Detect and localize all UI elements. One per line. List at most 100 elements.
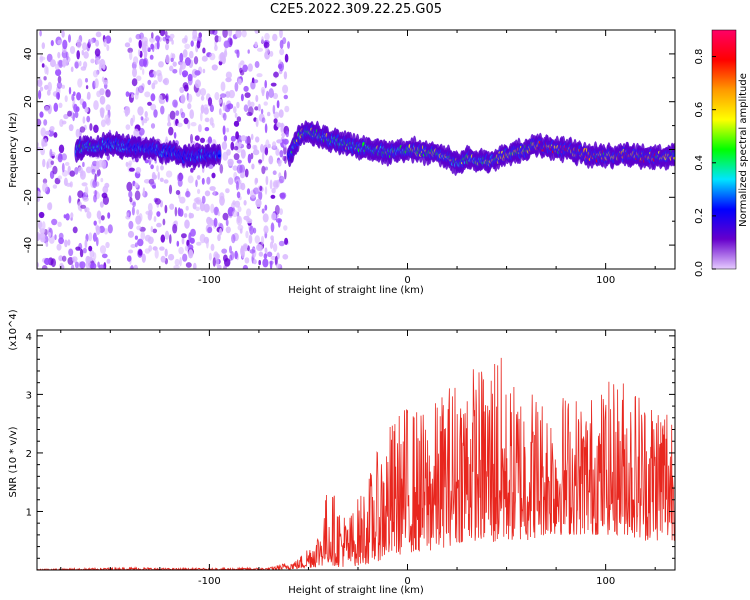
noise-speckle [40, 237, 46, 243]
noise-speckle [240, 149, 246, 159]
noise-speckle [83, 51, 89, 59]
noise-speckle [61, 255, 67, 262]
noise-speckle [124, 42, 131, 48]
noise-speckle [253, 144, 258, 152]
noise-speckle [208, 30, 215, 35]
noise-speckle [227, 158, 234, 167]
noise-speckle [74, 111, 79, 119]
noise-speckle [147, 101, 152, 106]
noise-speckle [131, 206, 135, 216]
noise-speckle [61, 162, 65, 173]
noise-speckle [57, 75, 62, 84]
noise-speckle [179, 86, 185, 94]
spectrogram-panel: -100 0 100 -40 -20 0 20 40 Height of straight l… [8, 29, 676, 296]
noise-speckle [83, 61, 88, 69]
noise-speckle [133, 128, 140, 138]
noise-speckle [234, 200, 241, 208]
noise-speckle [162, 218, 166, 226]
noise-speckle [213, 217, 218, 228]
noise-speckle [44, 64, 48, 75]
noise-speckle [47, 81, 52, 92]
noise-speckle [264, 32, 270, 41]
noise-speckle [54, 63, 60, 71]
y-tick-label: 3 [26, 390, 32, 401]
noise-speckle [148, 209, 153, 217]
y-tick-label: 4 [26, 332, 32, 343]
noise-speckle [182, 49, 188, 58]
noise-speckle [104, 182, 110, 189]
noise-speckle [237, 215, 241, 224]
noise-speckle [92, 232, 97, 242]
noise-speckle [255, 136, 260, 143]
noise-speckle [61, 84, 65, 89]
noise-speckle [179, 196, 186, 204]
noise-speckle [244, 257, 250, 264]
noise-speckle [169, 203, 175, 210]
noise-speckle [85, 78, 88, 83]
noise-speckle [207, 226, 213, 234]
noise-speckle [76, 39, 82, 49]
noise-speckle [46, 53, 53, 63]
noise-speckle [101, 253, 108, 259]
noise-speckle [183, 84, 189, 92]
noise-speckle [221, 248, 228, 254]
noise-speckle [218, 108, 222, 116]
noise-speckle [283, 94, 288, 100]
noise-speckle [147, 202, 153, 212]
noise-speckle [90, 262, 97, 269]
noise-speckle [180, 111, 186, 119]
noise-speckle [77, 201, 82, 211]
noise-speckle [250, 133, 254, 140]
noise-speckle [133, 56, 139, 65]
noise-speckle [68, 86, 72, 95]
noise-speckle [207, 136, 213, 144]
noise-speckle [264, 204, 268, 211]
noise-speckle [153, 80, 158, 85]
noise-speckle [238, 141, 242, 148]
noise-speckle [187, 73, 193, 82]
noise-speckle [57, 154, 63, 163]
noise-speckle [272, 92, 278, 100]
noise-speckle [155, 69, 162, 77]
noise-speckle [94, 48, 101, 57]
noise-speckle [220, 81, 226, 92]
noise-speckle [85, 85, 89, 90]
noise-speckle [148, 245, 153, 252]
noise-speckle [240, 135, 247, 142]
noise-speckle [234, 82, 239, 92]
noise-speckle [254, 41, 258, 48]
x-tick-label: -100 [198, 576, 221, 587]
noise-speckle [159, 177, 164, 182]
noise-speckle [246, 208, 252, 217]
noise-speckle [273, 181, 279, 190]
noise-speckle [81, 49, 85, 56]
noise-speckle [44, 105, 50, 112]
noise-speckle [187, 244, 194, 251]
noise-speckle [233, 153, 240, 161]
noise-speckle [211, 172, 216, 179]
snr-marks [37, 357, 675, 570]
noise-speckle [218, 98, 222, 104]
noise-speckle [63, 214, 67, 219]
colorbar-label: Normalized spectral amplitude [738, 73, 749, 227]
noise-speckle [263, 253, 268, 260]
noise-speckle [223, 112, 227, 121]
noise-speckle [100, 177, 104, 183]
noise-speckle [230, 141, 235, 151]
noise-speckle [210, 203, 215, 214]
noise-speckle [142, 187, 146, 197]
noise-speckle [282, 37, 287, 45]
noise-speckle [94, 189, 97, 197]
noise-speckle [222, 125, 226, 135]
noise-speckle [141, 36, 148, 45]
noise-speckle [256, 73, 263, 78]
noise-speckle [165, 54, 170, 64]
noise-speckle [92, 252, 97, 260]
noise-speckle [128, 37, 132, 43]
noise-speckle [228, 30, 233, 37]
noise-speckle [270, 194, 276, 199]
noise-speckle [70, 212, 74, 219]
noise-speckle [264, 186, 268, 195]
noise-speckle [225, 219, 229, 227]
x-tick-label: 0 [404, 275, 410, 286]
